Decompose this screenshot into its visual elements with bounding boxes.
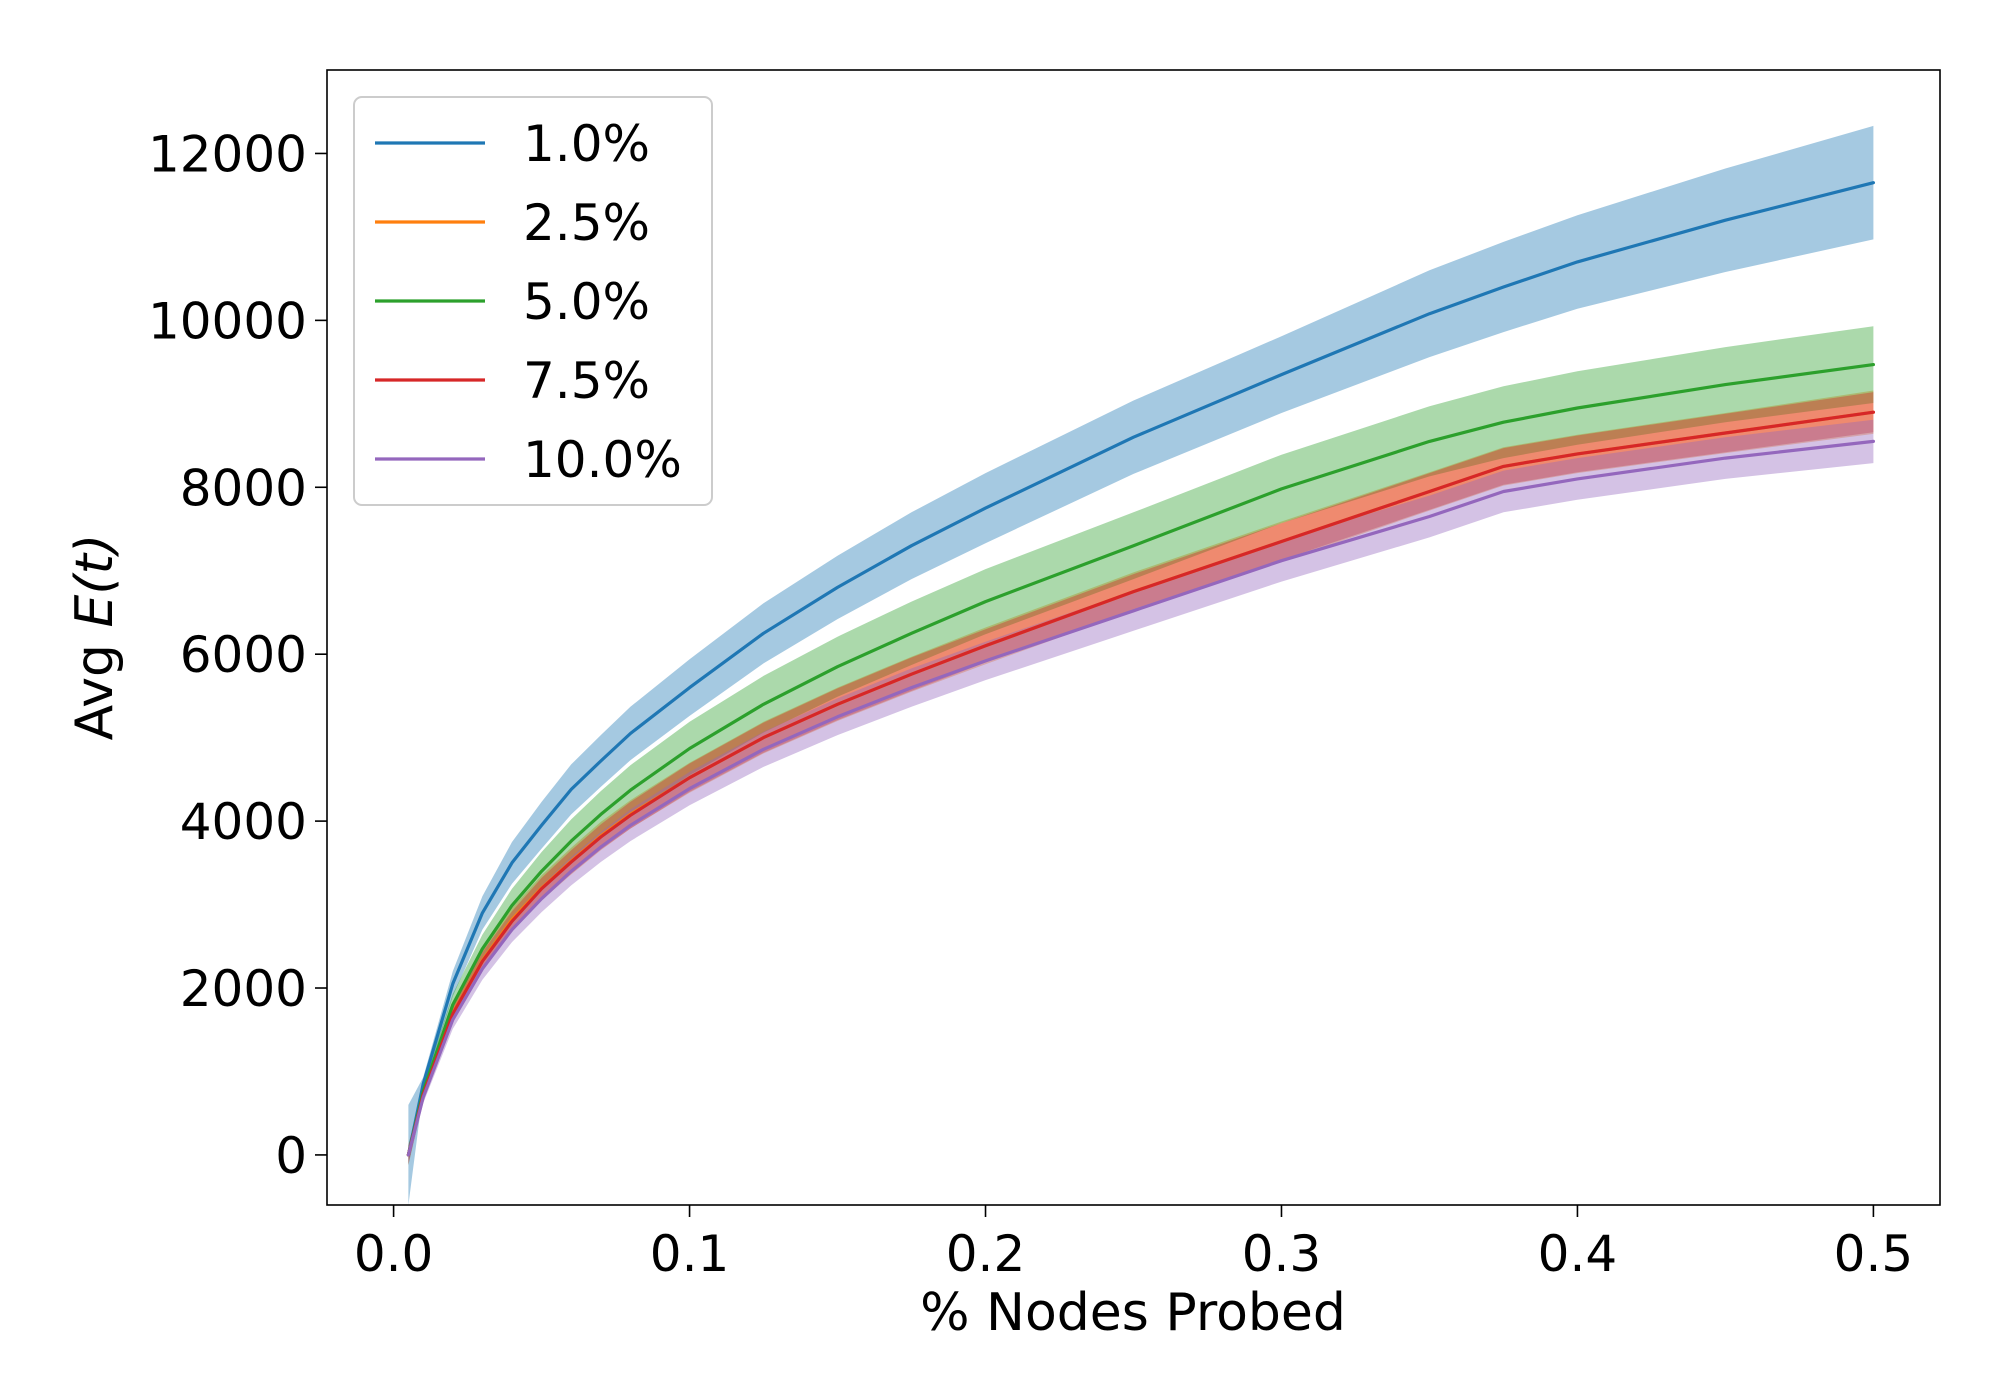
x-tick-label: 0.5	[1834, 1225, 1914, 1283]
confidence-bands	[408, 125, 1874, 1205]
band-5-0pct	[408, 326, 1874, 1165]
x-tick-label: 0.4	[1538, 1225, 1618, 1283]
x-tick-label: 0.0	[354, 1225, 434, 1283]
y-tick-label: 0	[275, 1127, 307, 1185]
legend-label-7-5pct: 7.5%	[523, 352, 650, 410]
x-axis-label: % Nodes Probed	[920, 1283, 1346, 1343]
line-1-0pct	[406, 181, 1876, 1157]
band-1-0pct	[408, 125, 1874, 1205]
y-tick-label: 2000	[180, 960, 307, 1018]
plot-frame	[326, 69, 1941, 1206]
y-tick-label: 12000	[148, 125, 307, 183]
series-lines	[406, 181, 1876, 1157]
y-tick-label: 8000	[180, 459, 307, 517]
x-axis-ticks: 0.0 0.1 0.2 0.3 0.4 0.5	[354, 1205, 1913, 1283]
y-axis-ticks: 0 2000 4000 6000 8000 10000 12000	[148, 125, 327, 1185]
y-axis-label-math: E(t)	[65, 534, 125, 628]
y-tick-label: 6000	[180, 626, 307, 684]
y-axis-label-prefix: Avg	[65, 627, 125, 740]
y-tick-label: 4000	[180, 793, 307, 851]
legend-label-2-5pct: 2.5%	[523, 194, 650, 252]
x-tick-label: 0.2	[946, 1225, 1026, 1283]
legend-label-1-0pct: 1.0%	[523, 115, 650, 173]
band-10-0pct	[408, 419, 1874, 1165]
line-7-5pct	[406, 410, 1876, 1157]
band-7-5pct	[408, 392, 1874, 1164]
legend-box	[353, 96, 713, 506]
legend-label-10-0pct: 10.0%	[523, 431, 682, 489]
y-tick-label: 10000	[148, 292, 307, 350]
line-5-0pct	[406, 363, 1876, 1157]
x-tick-label: 0.3	[1242, 1225, 1322, 1283]
band-2-5pct	[408, 390, 1874, 1165]
y-axis-label: Avg E(t)	[65, 534, 125, 741]
line-10-0pct	[406, 439, 1876, 1157]
x-tick-label: 0.1	[650, 1225, 730, 1283]
legend: 1.0% 2.5% 5.0% 7.5% 10.0%	[353, 96, 713, 506]
legend-label-5-0pct: 5.0%	[523, 273, 650, 331]
